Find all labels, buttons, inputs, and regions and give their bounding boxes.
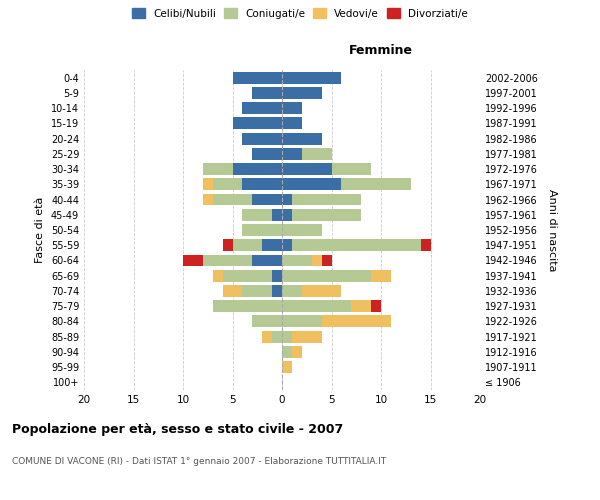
Bar — [233, 72, 282, 84]
Bar — [282, 240, 292, 251]
Bar — [282, 72, 341, 84]
Bar — [242, 132, 282, 144]
Bar — [282, 178, 341, 190]
Bar — [242, 102, 282, 114]
Bar — [371, 270, 391, 281]
Legend: Celibi/Nubili, Coniugati/e, Vedovi/e, Divorziati/e: Celibi/Nubili, Coniugati/e, Vedovi/e, Di… — [129, 5, 471, 21]
Bar — [331, 163, 371, 175]
Bar — [262, 240, 282, 251]
Bar — [302, 148, 331, 160]
Bar — [282, 254, 312, 266]
Bar — [203, 163, 233, 175]
Bar — [233, 240, 262, 251]
Bar — [341, 178, 410, 190]
Text: Femmine: Femmine — [349, 44, 413, 57]
Bar — [302, 285, 341, 297]
Bar — [272, 270, 282, 281]
Bar — [292, 209, 361, 220]
Bar — [282, 132, 322, 144]
Bar — [253, 254, 282, 266]
Bar — [253, 87, 282, 99]
Bar — [253, 148, 282, 160]
Bar — [272, 330, 282, 342]
Bar — [292, 194, 361, 205]
Bar — [282, 361, 292, 373]
Bar — [282, 285, 302, 297]
Y-axis label: Fasce di età: Fasce di età — [35, 197, 45, 263]
Bar — [213, 194, 253, 205]
Bar — [242, 285, 272, 297]
Y-axis label: Anni di nascita: Anni di nascita — [547, 188, 557, 271]
Bar — [282, 87, 322, 99]
Bar — [242, 209, 272, 220]
Bar — [272, 209, 282, 220]
Bar — [212, 270, 223, 281]
Bar — [282, 209, 292, 220]
Bar — [242, 224, 282, 236]
Bar — [282, 148, 302, 160]
Bar — [322, 254, 331, 266]
Bar — [282, 330, 292, 342]
Bar — [183, 254, 203, 266]
Text: Popolazione per età, sesso e stato civile - 2007: Popolazione per età, sesso e stato civil… — [12, 422, 343, 436]
Bar — [233, 118, 282, 130]
Bar — [421, 240, 431, 251]
Bar — [282, 224, 322, 236]
Bar — [223, 240, 233, 251]
Bar — [253, 316, 282, 328]
Bar — [292, 346, 302, 358]
Bar — [282, 194, 292, 205]
Bar — [212, 178, 242, 190]
Text: COMUNE DI VACONE (RI) - Dati ISTAT 1° gennaio 2007 - Elaborazione TUTTITALIA.IT: COMUNE DI VACONE (RI) - Dati ISTAT 1° ge… — [12, 458, 386, 466]
Bar — [282, 346, 292, 358]
Bar — [371, 300, 381, 312]
Bar — [272, 285, 282, 297]
Bar — [253, 194, 282, 205]
Bar — [203, 194, 212, 205]
Bar — [282, 316, 322, 328]
Bar — [223, 270, 272, 281]
Bar — [242, 178, 282, 190]
Bar — [282, 300, 352, 312]
Bar — [223, 285, 242, 297]
Bar — [262, 330, 272, 342]
Bar — [282, 102, 302, 114]
Bar — [282, 163, 331, 175]
Bar — [203, 254, 253, 266]
Bar — [292, 330, 322, 342]
Bar — [312, 254, 322, 266]
Bar — [282, 270, 371, 281]
Bar — [282, 118, 302, 130]
Bar — [352, 300, 371, 312]
Bar — [233, 163, 282, 175]
Bar — [292, 240, 421, 251]
Bar — [203, 178, 212, 190]
Bar — [212, 300, 282, 312]
Bar — [322, 316, 391, 328]
